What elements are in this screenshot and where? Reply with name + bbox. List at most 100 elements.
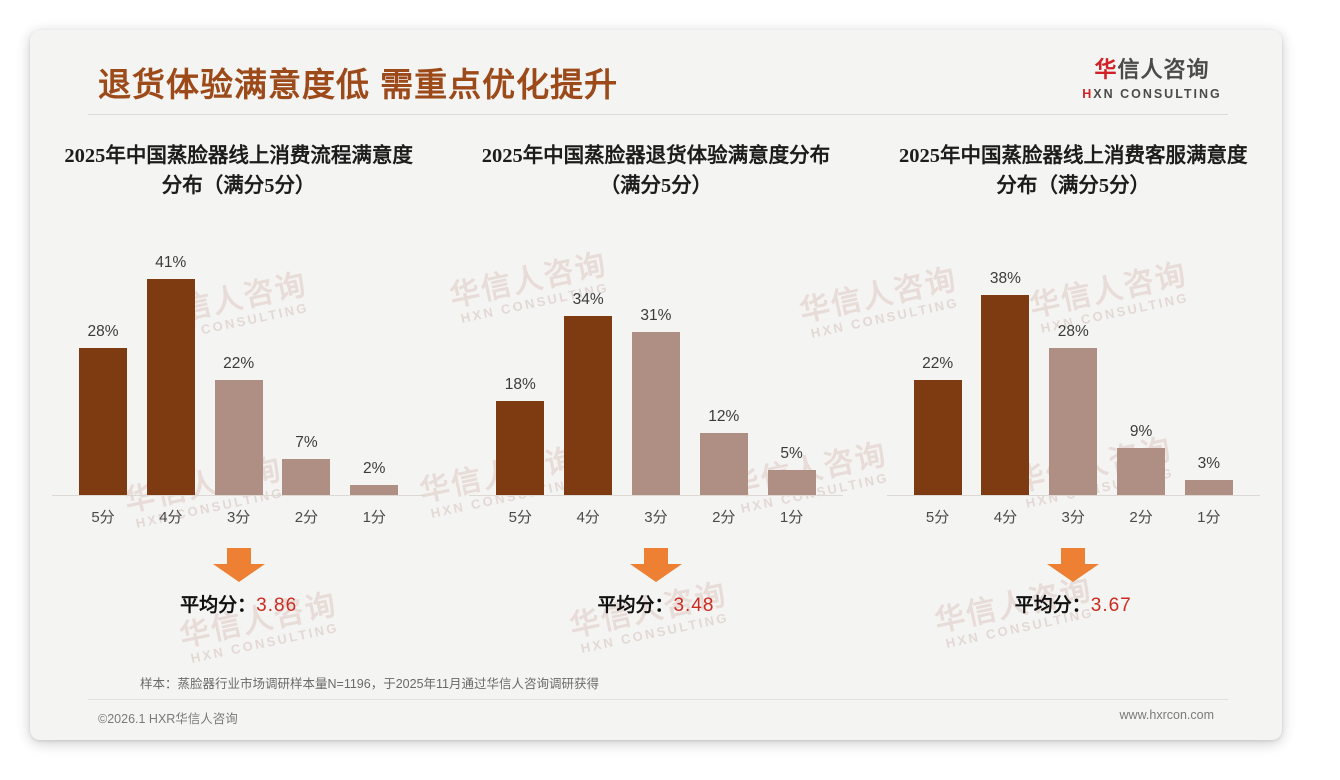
bar-rect[interactable] xyxy=(282,458,331,496)
bar-item[interactable]: 5% xyxy=(759,234,825,496)
x-axis-tick-label: 3分 xyxy=(226,509,251,526)
bar-rect[interactable] xyxy=(79,347,127,496)
logo-chinese-rest: 信人咨询 xyxy=(1117,57,1210,82)
bar-rect[interactable] xyxy=(496,400,545,496)
bar-rect[interactable] xyxy=(699,432,748,496)
average-score-block: 平均分：3.48 xyxy=(455,548,856,624)
page-title: 退货体验满意度低 需重点优化提升 xyxy=(98,66,619,103)
bar-item[interactable]: 22% xyxy=(905,234,971,496)
bar-item[interactable]: 41% xyxy=(138,234,204,496)
bar-item[interactable]: 38% xyxy=(972,234,1038,496)
logo-english-accent: H xyxy=(1082,86,1094,101)
footer-divider xyxy=(88,699,1228,700)
chart-title: 2025年中国蒸脸器线上消费客服满意度分布（满分5分） xyxy=(898,145,1248,197)
bar-value-label: 9% xyxy=(1129,423,1153,441)
header-divider xyxy=(88,114,1228,115)
logo-english-rest: XN CONSULTING xyxy=(1093,86,1222,101)
chart-plot-area: 28% 41% 22% 7% 2% 5分 4分 3分 2分 1分 xyxy=(38,234,439,526)
average-score-label: 平均分： xyxy=(180,595,257,616)
bar-value-label: 2% xyxy=(363,460,386,478)
bar-item[interactable]: 22% xyxy=(206,234,272,496)
average-score-block: 平均分：3.67 xyxy=(873,548,1274,624)
bar-item[interactable]: 2% xyxy=(341,234,407,496)
x-axis-tick-label: 1分 xyxy=(362,509,386,526)
average-score-text: 平均分：3.86 xyxy=(38,590,439,617)
bar-item[interactable]: 18% xyxy=(487,234,553,496)
chart-panel: 2025年中国蒸脸器退货体验满意度分布（满分5分） 18% 34% 31% 12% 5% 5… xyxy=(447,142,864,624)
x-axis-labels: 5分 4分 3分 2分 1分 xyxy=(487,506,824,527)
x-axis-tick-label: 1分 xyxy=(1197,509,1221,526)
slide-canvas: 华信人咨询 HXN CONSULTING 华信人咨询 HXN CONSULTING 华信… xyxy=(30,30,1282,740)
bar-item[interactable]: 31% xyxy=(623,234,689,496)
x-axis-tick-label: 2分 xyxy=(712,509,736,526)
bar-value-label: 18% xyxy=(504,375,536,393)
x-axis-tick-label: 4分 xyxy=(993,509,1018,526)
bar-value-label: 28% xyxy=(87,322,119,340)
bar-rect[interactable] xyxy=(350,485,399,496)
bar-rect[interactable] xyxy=(1049,347,1098,496)
slide-footer: ©2026.1 HXR华信人咨询 www.hxrcon.com xyxy=(30,706,1282,730)
x-axis-tick-label: 1分 xyxy=(779,509,804,526)
slide-header: 退货体验满意度低 需重点优化提升 华信人咨询 HXN CONSULTING xyxy=(30,30,1282,122)
bar-value-label: 41% xyxy=(155,254,187,272)
x-axis-tick-label: 2分 xyxy=(1129,509,1153,526)
bar-item[interactable]: 34% xyxy=(555,234,621,496)
down-arrow-icon xyxy=(629,548,682,582)
bar-value-label: 3% xyxy=(1197,455,1221,473)
down-arrow-icon xyxy=(212,548,265,582)
bar-rect[interactable] xyxy=(631,332,680,496)
bar-item[interactable]: 9% xyxy=(1108,234,1174,496)
website-link[interactable]: www.hxrcon.com xyxy=(1119,708,1214,722)
charts-row: 2025年中国蒸脸器线上消费流程满意度分布（满分5分） 28% 41% 22% 7% 2%… xyxy=(30,142,1282,624)
chart-panel: 2025年中国蒸脸器线上消费客服满意度分布（满分5分） 22% 38% 28% 9% 3%… xyxy=(865,142,1282,624)
chart-panel: 2025年中国蒸脸器线上消费流程满意度分布（满分5分） 28% 41% 22% 7% 2%… xyxy=(30,142,447,624)
bar-rect[interactable] xyxy=(214,379,263,496)
watermark-english: HXN CONSULTING xyxy=(189,619,341,666)
bar-group: 28% 41% 22% 7% 2% xyxy=(70,234,407,496)
logo-english: HXN CONSULTING xyxy=(1062,87,1242,101)
bar-item[interactable]: 28% xyxy=(70,234,136,496)
average-score-label: 平均分： xyxy=(1014,595,1091,616)
x-axis-tick-label: 4分 xyxy=(576,509,600,526)
bar-rect[interactable] xyxy=(981,295,1030,496)
bar-value-label: 34% xyxy=(572,291,604,309)
bar-item[interactable]: 7% xyxy=(273,234,339,496)
bar-group: 18% 34% 31% 12% 5% xyxy=(487,234,824,496)
x-axis-tick-label: 5分 xyxy=(91,509,115,526)
x-axis-line xyxy=(52,495,426,496)
x-axis-line xyxy=(469,495,843,496)
bar-rect[interactable] xyxy=(146,279,195,496)
x-axis-tick-label: 2分 xyxy=(294,509,319,526)
bar-rect[interactable] xyxy=(564,316,613,496)
bar-item[interactable]: 3% xyxy=(1176,234,1242,496)
chart-title: 2025年中国蒸脸器线上消费流程满意度分布（满分5分） xyxy=(64,145,413,197)
bar-value-label: 7% xyxy=(295,433,318,451)
bar-item[interactable]: 28% xyxy=(1040,234,1106,496)
chart-plot-area: 22% 38% 28% 9% 3% 5分 4分 3分 2分 1分 xyxy=(873,234,1274,526)
bar-rect[interactable] xyxy=(1184,480,1233,496)
down-arrow-icon xyxy=(1047,548,1100,582)
bar-rect[interactable] xyxy=(767,469,816,496)
x-axis-tick-label: 5分 xyxy=(508,509,532,526)
average-score-value: 3.86 xyxy=(256,595,298,616)
company-logo: 华信人咨询 HXN CONSULTING xyxy=(1062,56,1242,101)
bar-value-label: 31% xyxy=(640,307,672,325)
logo-chinese-accent: 华 xyxy=(1094,57,1118,82)
bar-value-label: 38% xyxy=(989,270,1021,288)
bar-value-label: 22% xyxy=(223,354,255,372)
copyright-text: ©2026.1 HXR华信人咨询 xyxy=(98,712,238,726)
x-axis-labels: 5分 4分 3分 2分 1分 xyxy=(905,506,1242,527)
x-axis-labels: 5分 4分 3分 2分 1分 xyxy=(70,506,407,527)
average-score-text: 平均分：3.48 xyxy=(455,590,856,617)
average-score-label: 平均分： xyxy=(597,595,674,616)
bar-rect[interactable] xyxy=(1117,448,1166,496)
x-axis-tick-label: 3分 xyxy=(644,509,668,526)
x-axis-line xyxy=(886,495,1260,496)
average-score-block: 平均分：3.86 xyxy=(38,548,439,624)
bar-value-label: 28% xyxy=(1057,322,1089,340)
bar-item[interactable]: 12% xyxy=(691,234,757,496)
bar-rect[interactable] xyxy=(913,379,962,496)
bar-value-label: 22% xyxy=(922,354,954,372)
x-axis-tick-label: 4分 xyxy=(159,509,183,526)
bar-group: 22% 38% 28% 9% 3% xyxy=(905,234,1242,496)
